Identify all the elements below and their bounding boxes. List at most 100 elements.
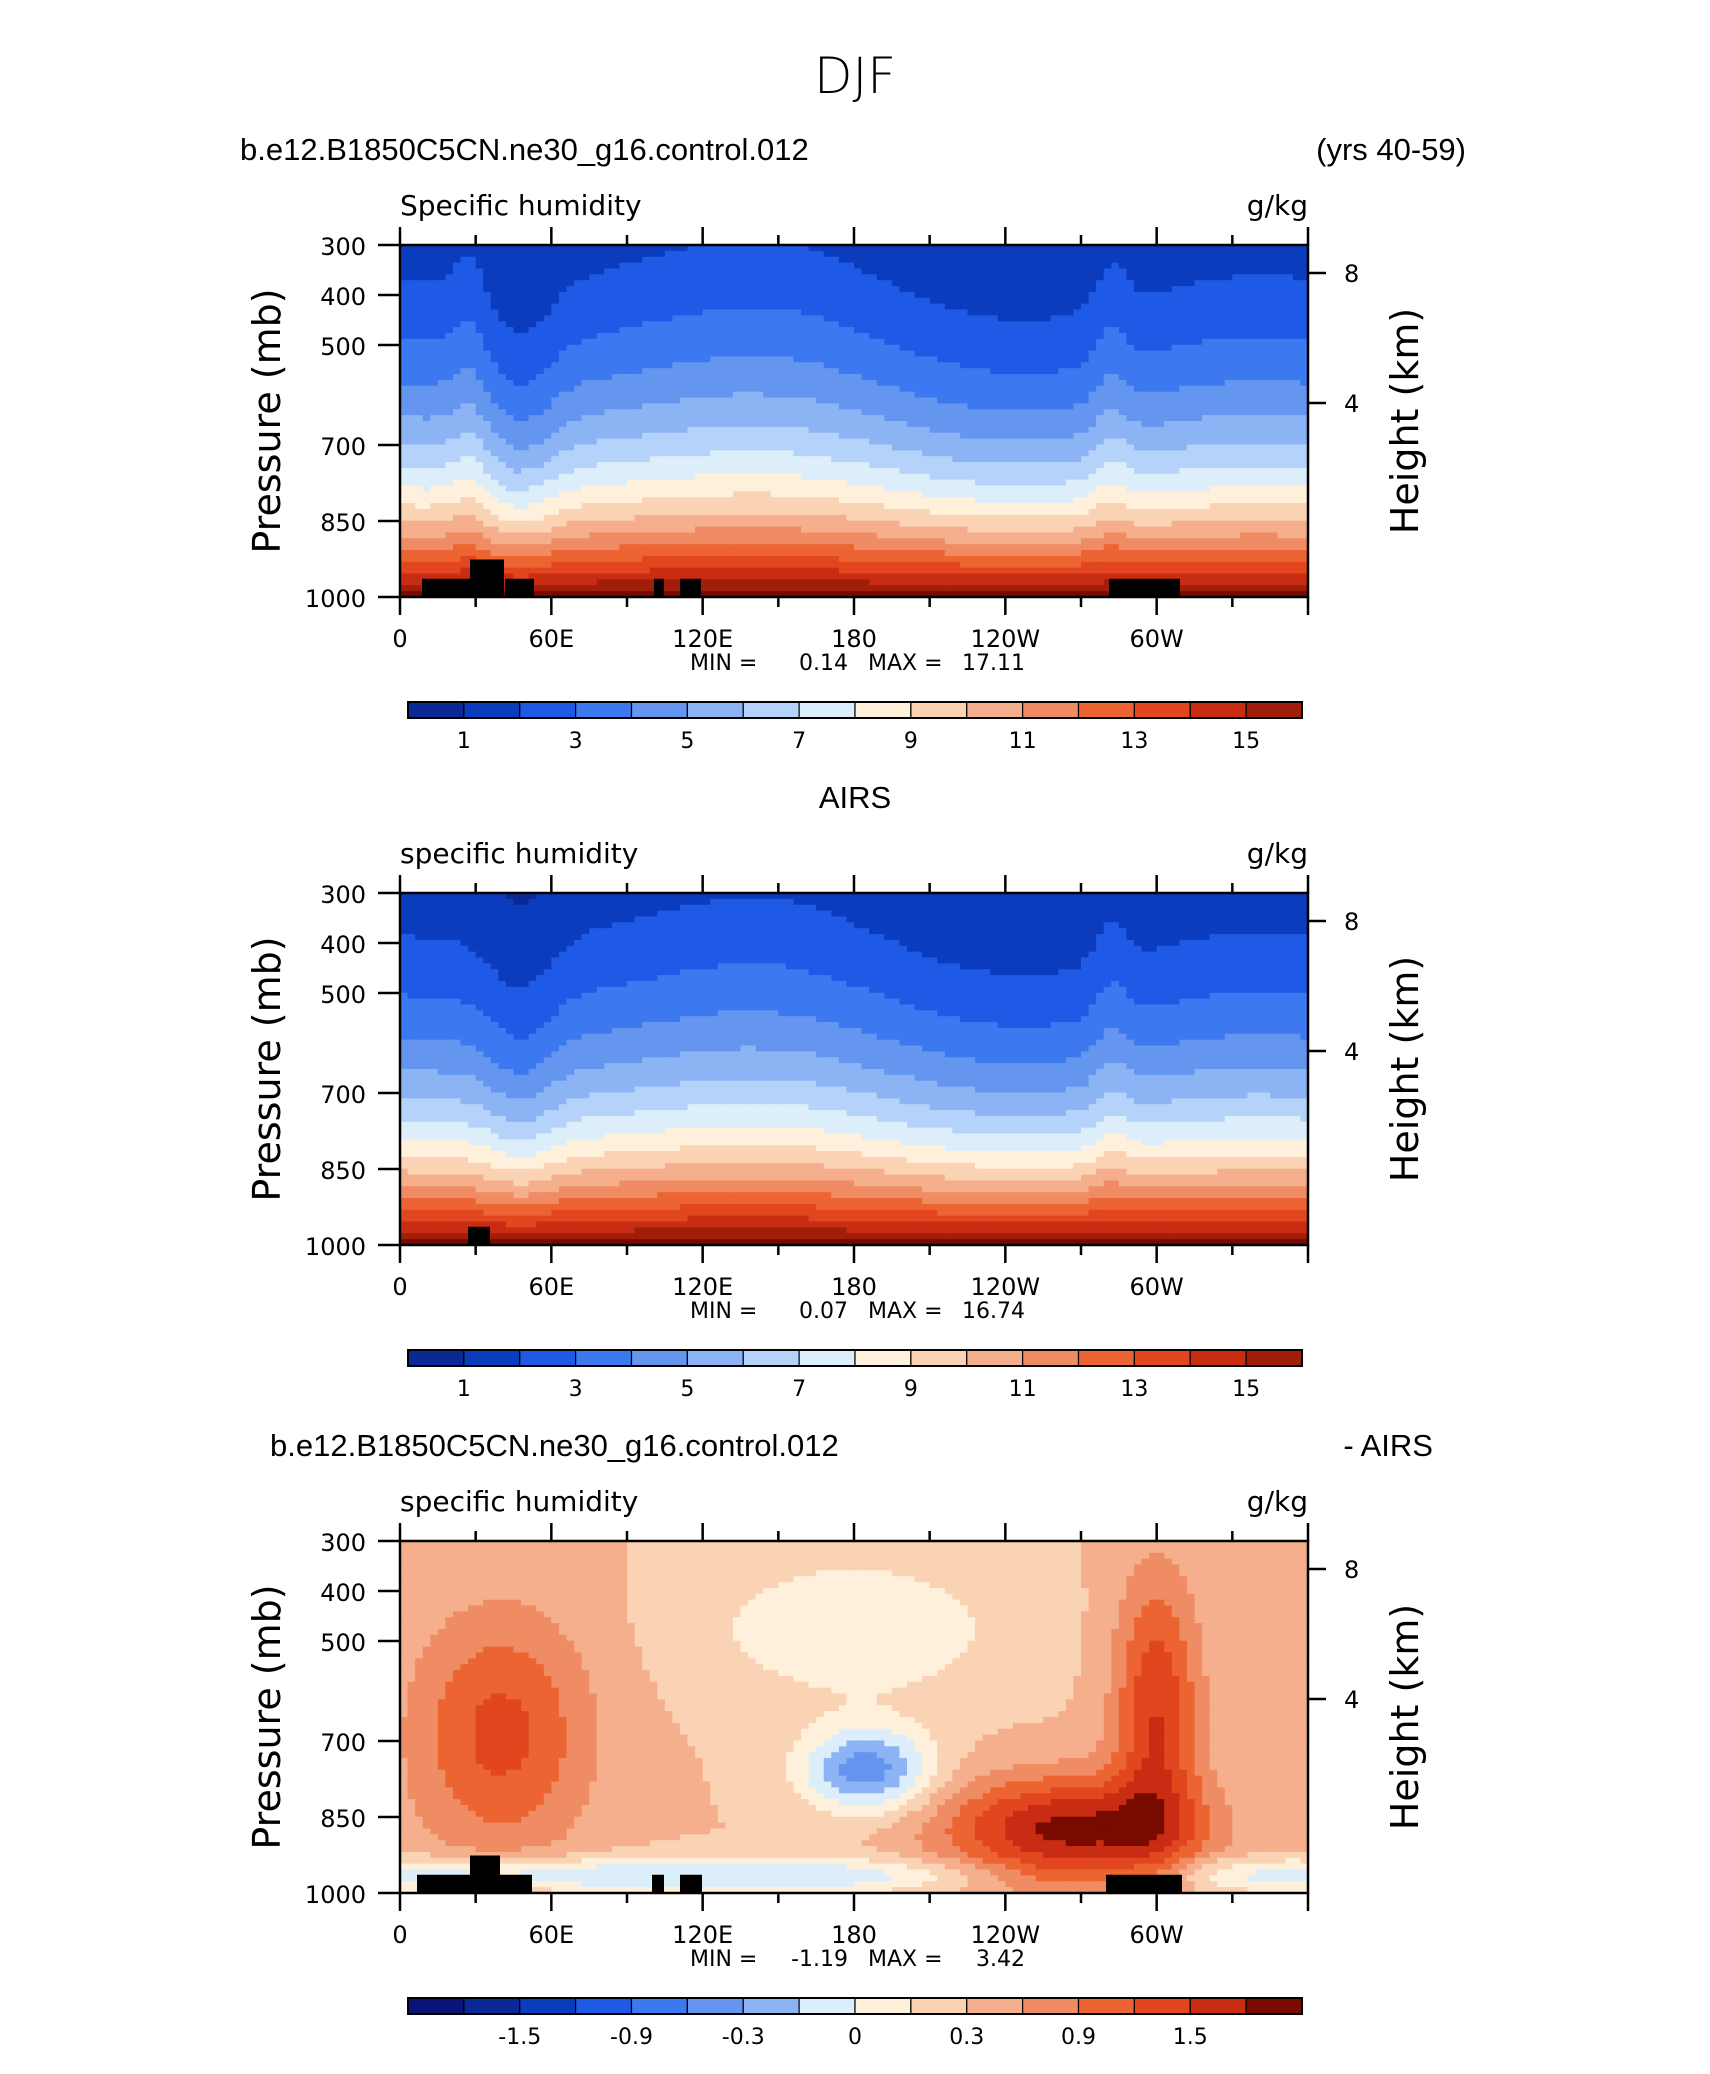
field-cell — [468, 280, 477, 287]
field-cell — [1028, 391, 1037, 399]
field-cell — [1194, 426, 1203, 434]
field-cell — [944, 432, 953, 440]
field-cell — [1005, 297, 1014, 305]
field-cell — [657, 391, 666, 399]
field-cell — [1171, 309, 1180, 316]
field-cell — [975, 385, 984, 393]
field-cell — [891, 415, 900, 422]
field-cell — [1035, 379, 1044, 387]
field-cell — [1277, 262, 1286, 270]
field-cell — [611, 397, 621, 404]
field-cell — [1186, 356, 1196, 363]
field-cell — [1035, 432, 1044, 440]
field-cell — [1262, 432, 1271, 440]
field-cell — [528, 262, 537, 270]
field-cell — [521, 327, 530, 334]
field-cell — [422, 426, 431, 434]
field-cell — [1081, 444, 1090, 451]
field-cell — [838, 280, 848, 287]
field-cell — [861, 438, 870, 446]
field-cell — [1224, 338, 1233, 346]
field-cell — [505, 333, 515, 340]
field-cell — [1111, 438, 1120, 446]
field-cell — [982, 462, 991, 469]
field-cell — [634, 362, 643, 369]
field-cell — [982, 409, 991, 416]
field-cell — [452, 262, 462, 270]
field-cell — [551, 268, 560, 275]
field-cell — [596, 379, 605, 387]
field-cell — [619, 379, 628, 387]
field-cell — [959, 409, 969, 416]
field-cell — [445, 245, 454, 252]
field-cell — [505, 321, 515, 328]
field-cell — [1035, 297, 1044, 305]
field-cell — [884, 297, 893, 305]
field-cell — [793, 397, 802, 404]
field-cell — [521, 485, 530, 492]
field-cell — [1186, 338, 1196, 346]
field-cell — [967, 286, 976, 293]
field-cell — [551, 362, 560, 369]
field-cell — [574, 379, 583, 387]
field-cell — [1156, 268, 1165, 275]
field-cell — [521, 438, 530, 446]
field-cell — [823, 368, 832, 375]
field-cell — [838, 485, 848, 492]
field-cell — [846, 415, 855, 422]
field-cell — [1141, 456, 1150, 463]
field-cell — [1050, 262, 1059, 270]
field-cell — [785, 262, 795, 270]
field-cell — [1118, 403, 1127, 410]
field-cell — [891, 315, 900, 322]
field-cell — [468, 444, 477, 451]
field-cell — [1126, 374, 1135, 381]
field-cell — [1103, 450, 1112, 457]
field-cell — [551, 315, 560, 322]
field-cell — [975, 338, 984, 346]
field-cell — [695, 338, 704, 346]
field-cell — [1012, 280, 1022, 287]
field-cell — [528, 467, 537, 475]
field-cell — [732, 303, 742, 311]
field-cell — [876, 321, 885, 328]
field-cell — [687, 438, 696, 446]
field-cell — [710, 309, 719, 316]
field-cell — [581, 473, 590, 481]
field-cell — [672, 256, 681, 264]
field-cell — [1065, 350, 1075, 358]
field-cell — [876, 256, 885, 264]
field-cell — [1186, 245, 1196, 252]
field-cell — [407, 256, 416, 264]
field-cell — [483, 456, 492, 463]
field-cell — [1186, 391, 1196, 399]
field-cell — [422, 374, 431, 381]
field-cell — [952, 421, 961, 428]
field-cell — [944, 462, 953, 469]
field-cell — [793, 262, 802, 270]
field-cell — [1292, 403, 1302, 410]
field-cell — [967, 268, 976, 275]
field-cell — [1050, 368, 1059, 375]
field-cell — [906, 280, 916, 287]
field-cell — [1270, 315, 1279, 322]
field-cell — [528, 409, 537, 416]
field-cell — [1202, 350, 1211, 358]
field-cell — [823, 338, 832, 346]
field-cell — [884, 356, 893, 363]
field-cell — [959, 397, 969, 404]
field-cell — [452, 280, 462, 287]
field-cell — [483, 321, 492, 328]
field-cell — [1096, 309, 1105, 316]
field-cell — [589, 462, 598, 469]
field-cell — [627, 333, 636, 340]
field-cell — [1050, 403, 1059, 410]
field-cell — [1171, 438, 1180, 446]
field-cell — [793, 426, 802, 434]
field-cell — [891, 379, 900, 387]
field-cell — [1247, 262, 1256, 270]
field-cell — [490, 462, 499, 469]
field-cell — [1164, 338, 1173, 346]
field-cell — [1005, 391, 1014, 399]
field-cell — [899, 315, 908, 322]
